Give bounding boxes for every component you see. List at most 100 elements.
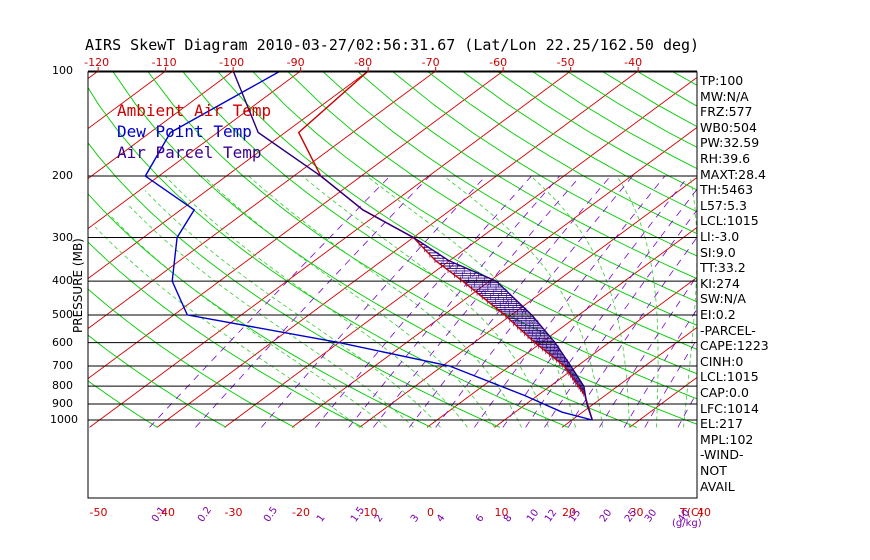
isotherm-line: [832, 71, 870, 427]
pressure-tick-label: 900: [52, 397, 73, 411]
isotherm-line: [359, 176, 697, 428]
dry-adiabat-line: [322, 72, 697, 303]
pressure-tick-label: 1000: [50, 413, 78, 426]
bottom-temp-label: 40: [697, 506, 711, 519]
moist-adiabat-line: [95, 226, 360, 428]
pressure-tick-label: 600: [52, 335, 73, 349]
bottom-temp-label: 0: [427, 506, 434, 519]
bottom-temp-label: -40: [157, 506, 175, 519]
pressure-tick-label: 500: [52, 307, 73, 321]
dry-adiabat-line: [88, 86, 569, 428]
dry-adiabat-line: [217, 72, 697, 375]
isotherm-line: [88, 72, 503, 380]
pressure-tick-label: 100: [52, 64, 73, 77]
bottom-temp-label: 10: [494, 506, 509, 519]
dry-adiabat-line: [88, 142, 500, 428]
mixing-ratio-line: [474, 175, 666, 428]
pressure-tick-label: 400: [52, 274, 73, 288]
mixing-ratio-line: [435, 175, 633, 428]
top-temp-label: -90: [286, 56, 305, 69]
index-entry: WB0:504: [700, 119, 757, 135]
mixing-ratio-line: [261, 175, 486, 428]
isotherm-line: [88, 72, 368, 280]
mixing-ratio-line: [567, 236, 697, 428]
bottom-temp-label: -30: [224, 506, 243, 519]
index-entry: EI:0.2: [700, 307, 736, 322]
top-temp-label: -100: [219, 56, 245, 69]
mixing-ratio-line: [408, 175, 611, 428]
mixing-ratio-line: [599, 275, 697, 428]
pressure-tick-label: 800: [52, 379, 73, 393]
mixing-ratio-line: [195, 175, 430, 428]
dry-adiabat-line: [462, 72, 697, 213]
index-entry: MPL:102: [700, 431, 754, 447]
bottom-temp-label: -50: [89, 506, 108, 519]
index-entry: FRZ:577: [700, 104, 753, 120]
legend-parcel: Air Parcel Temp: [117, 143, 262, 162]
legend-ambient: Ambient Air Temp: [117, 101, 272, 120]
dry-adiabat-line: [182, 72, 697, 400]
index-entry: CINH:0: [700, 353, 744, 369]
axis-ticks: [97, 67, 639, 72]
index-entry: KI:274: [700, 275, 740, 291]
index-entry: LFC:1014: [700, 400, 759, 416]
index-entry: TP:100: [700, 73, 744, 88]
ambient-temp-line: [297, 72, 593, 421]
index-entry: SI:9.0: [700, 244, 736, 260]
parcel-temp-line: [232, 72, 593, 421]
mixing-ratio-line: [372, 175, 581, 428]
dry-adiabat-line: [88, 193, 432, 428]
index-entry: PW:32.59: [700, 135, 760, 151]
mixing-ratio-grid: [149, 175, 697, 428]
top-temp-label: -80: [354, 56, 373, 69]
index-entry: MAXT:28.4: [700, 166, 766, 182]
pressure-tick-label: 200: [52, 169, 73, 183]
top-temp-label: -60: [489, 56, 508, 69]
cape-hatch: [414, 238, 587, 401]
dry-adiabat-line: [811, 71, 870, 427]
index-entry: -WIND-: [700, 447, 744, 463]
index-entry: LCL:1015: [700, 369, 759, 385]
dry-adiabat-line: [88, 288, 295, 428]
mixing-ratio-line: [544, 209, 697, 428]
index-entry: EL:217: [700, 416, 743, 432]
mixing-ratio-line: [623, 308, 697, 428]
y-axis-label: PRESSURE (MB): [71, 238, 85, 333]
top-temp-label: -70: [421, 56, 440, 69]
isotherm-grid: [0, 71, 870, 428]
isotherm-line: [561, 326, 697, 428]
index-entry: MW:N/A: [700, 88, 749, 104]
isotherm-line: [291, 126, 697, 428]
bottom-temp-label: -10: [359, 506, 378, 519]
mixing-ratio-line: [525, 188, 697, 428]
dry-adiabat-line: [776, 71, 870, 427]
isotherm-line: [0, 71, 31, 427]
moist-adiabat-line: [530, 175, 630, 428]
index-entry: SW:N/A: [700, 291, 746, 307]
top-temp-label: -120: [84, 56, 110, 69]
bottom-temp-label: 20: [562, 506, 576, 519]
pressure-tick-label: 700: [52, 358, 73, 372]
mixing-ratio-line: [644, 338, 697, 428]
dry-adiabat-line: [147, 72, 697, 425]
moist-adiabat-line: [144, 190, 441, 428]
dry-adiabat-line: [287, 72, 697, 326]
legend-dewpoint: Dew Point Temp: [117, 122, 252, 141]
isotherm-line: [88, 72, 436, 330]
isotherm-line: [156, 72, 638, 428]
index-entry: -PARCEL-: [700, 322, 756, 338]
dry-adiabat-line: [392, 72, 697, 257]
dewpoint-line: [144, 72, 593, 421]
index-entry: CAPE:1223: [700, 338, 769, 354]
dry-adiabat-line: [497, 72, 697, 191]
moist-adiabat-line: [164, 175, 468, 428]
index-entry: TH:5463: [700, 182, 754, 198]
moist-adiabat-line: [203, 175, 495, 428]
isotherm-line: [765, 71, 870, 427]
sounding-series: [144, 72, 593, 421]
dry-adiabat-line: [88, 334, 227, 428]
dry-adiabat-line: [741, 71, 870, 427]
index-entry: CAP:0.0: [700, 385, 749, 400]
mixing-ratio-line: [348, 175, 560, 428]
